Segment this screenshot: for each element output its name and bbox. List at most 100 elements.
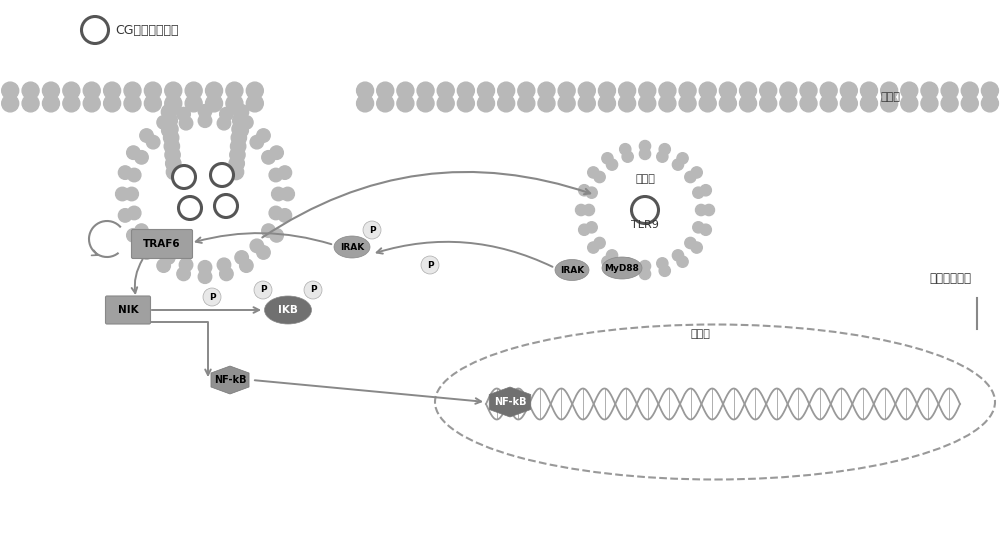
Circle shape <box>760 95 777 112</box>
Circle shape <box>693 222 704 233</box>
Text: NF-kB: NF-kB <box>494 397 526 407</box>
Ellipse shape <box>334 236 370 258</box>
Circle shape <box>146 239 160 253</box>
Circle shape <box>579 224 590 235</box>
Circle shape <box>270 146 283 160</box>
Circle shape <box>272 187 285 201</box>
Circle shape <box>262 151 275 164</box>
Circle shape <box>639 148 651 160</box>
Circle shape <box>518 95 535 112</box>
Circle shape <box>619 82 636 99</box>
Circle shape <box>144 82 161 99</box>
Circle shape <box>217 116 231 130</box>
Circle shape <box>594 237 605 248</box>
Circle shape <box>214 194 238 217</box>
Circle shape <box>178 197 202 220</box>
Circle shape <box>230 139 246 154</box>
Circle shape <box>240 259 253 272</box>
Circle shape <box>602 153 613 164</box>
Circle shape <box>961 82 978 99</box>
Circle shape <box>229 156 244 171</box>
Circle shape <box>578 82 595 99</box>
Circle shape <box>165 82 182 99</box>
Ellipse shape <box>555 259 589 280</box>
Circle shape <box>22 95 39 112</box>
Circle shape <box>118 166 132 179</box>
Circle shape <box>257 129 270 142</box>
Circle shape <box>575 204 587 216</box>
Circle shape <box>606 159 618 170</box>
Circle shape <box>921 95 938 112</box>
Circle shape <box>639 140 651 152</box>
Circle shape <box>82 17 108 44</box>
Circle shape <box>125 187 138 201</box>
Circle shape <box>177 267 190 280</box>
Circle shape <box>606 250 618 261</box>
Circle shape <box>164 139 180 154</box>
Circle shape <box>639 261 651 272</box>
Circle shape <box>83 82 100 99</box>
Circle shape <box>198 270 212 283</box>
Circle shape <box>578 95 595 112</box>
Circle shape <box>166 156 181 171</box>
Circle shape <box>840 95 857 112</box>
Circle shape <box>583 204 595 216</box>
Circle shape <box>659 265 670 277</box>
Circle shape <box>632 197 658 224</box>
Circle shape <box>203 288 221 306</box>
Circle shape <box>63 82 80 99</box>
Circle shape <box>558 95 575 112</box>
Circle shape <box>397 82 414 99</box>
Circle shape <box>42 82 59 99</box>
Text: NF-kB: NF-kB <box>214 375 246 385</box>
Text: P: P <box>260 285 266 295</box>
Circle shape <box>146 135 160 149</box>
Circle shape <box>163 121 178 137</box>
Circle shape <box>206 95 223 112</box>
Circle shape <box>679 95 696 112</box>
Circle shape <box>800 95 817 112</box>
Circle shape <box>685 172 696 183</box>
Polygon shape <box>489 387 531 417</box>
Circle shape <box>22 82 39 99</box>
Circle shape <box>598 95 615 112</box>
Circle shape <box>230 147 245 162</box>
Circle shape <box>397 95 414 112</box>
Circle shape <box>165 147 180 162</box>
Circle shape <box>478 82 495 99</box>
Text: 细胞核: 细胞核 <box>690 329 710 339</box>
Circle shape <box>281 187 294 201</box>
Circle shape <box>231 130 247 145</box>
Circle shape <box>104 95 121 112</box>
Circle shape <box>639 82 656 99</box>
Circle shape <box>586 222 597 233</box>
Circle shape <box>157 259 170 272</box>
Circle shape <box>250 239 264 253</box>
Circle shape <box>820 82 837 99</box>
Circle shape <box>127 229 140 242</box>
Circle shape <box>135 224 148 237</box>
Text: 胞内体: 胞内体 <box>635 174 655 184</box>
Text: P: P <box>369 226 375 235</box>
Circle shape <box>800 82 817 99</box>
Circle shape <box>262 224 275 237</box>
Circle shape <box>719 95 736 112</box>
Text: IRAK: IRAK <box>560 266 584 274</box>
Circle shape <box>639 268 651 279</box>
Circle shape <box>740 95 757 112</box>
Circle shape <box>677 256 688 267</box>
Circle shape <box>659 82 676 99</box>
Circle shape <box>185 82 202 99</box>
Circle shape <box>162 113 177 128</box>
Circle shape <box>691 242 702 253</box>
Circle shape <box>179 116 193 130</box>
Circle shape <box>198 104 212 118</box>
Circle shape <box>639 95 656 112</box>
Circle shape <box>538 82 555 99</box>
Circle shape <box>719 82 736 99</box>
Circle shape <box>677 153 688 164</box>
Circle shape <box>144 95 161 112</box>
Circle shape <box>198 261 212 274</box>
Circle shape <box>2 95 19 112</box>
Circle shape <box>206 82 223 99</box>
